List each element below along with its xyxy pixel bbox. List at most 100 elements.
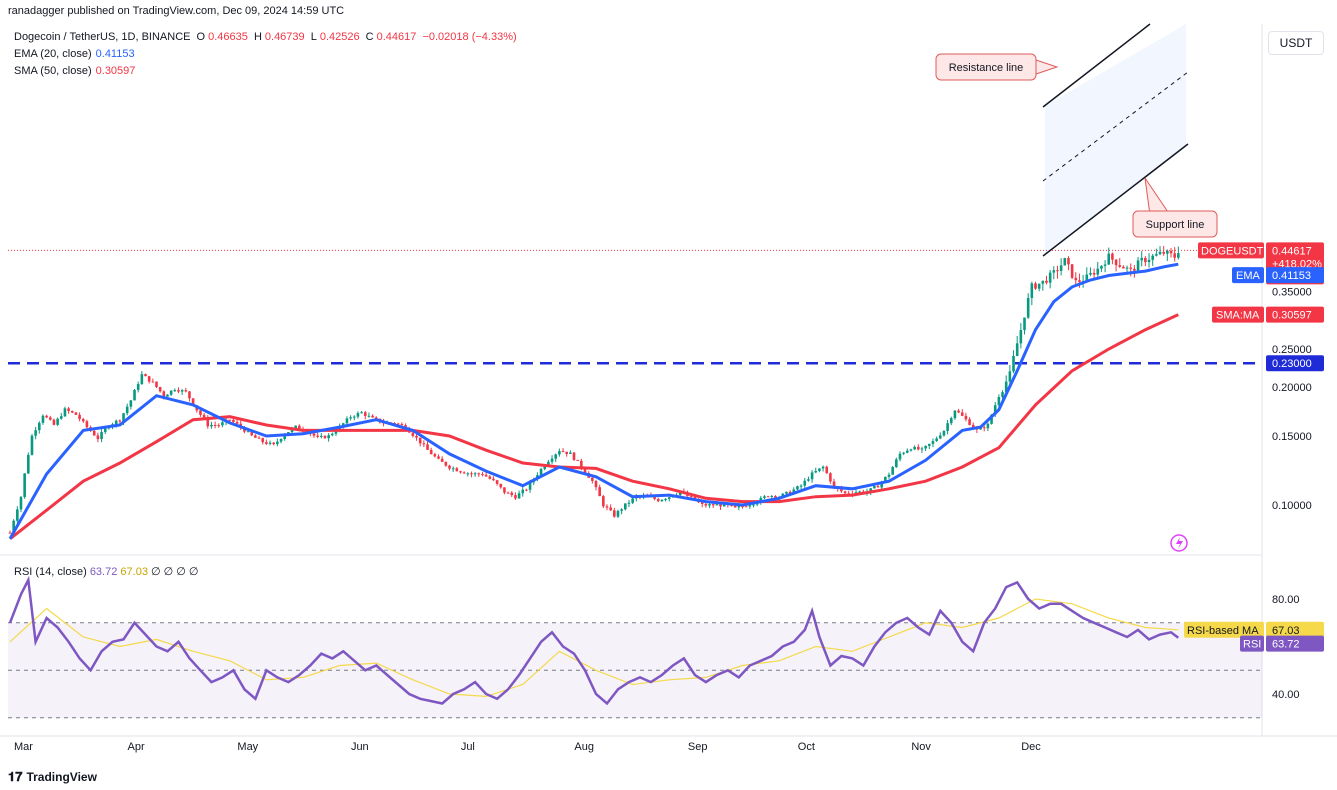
candle-body	[752, 504, 755, 506]
candle-body	[92, 430, 96, 436]
candle-body	[920, 448, 924, 450]
candle-body	[957, 410, 960, 413]
candle-body	[514, 495, 517, 499]
flash-icon	[1170, 534, 1188, 552]
candle-body	[1177, 253, 1180, 258]
candle-body	[1111, 253, 1114, 260]
candle-body	[744, 506, 748, 508]
candle-body	[440, 458, 444, 462]
candle-body	[232, 419, 235, 422]
candle-body	[118, 420, 122, 422]
candle-body	[352, 416, 356, 418]
candle-body	[63, 408, 67, 417]
rsi-name-text: RSI	[1243, 639, 1261, 651]
support-callout-text: Support line	[1146, 219, 1205, 231]
candle-body	[1089, 272, 1092, 275]
candle-body	[484, 474, 488, 477]
candle-body	[320, 435, 323, 437]
candle-body	[341, 423, 345, 427]
candle-body	[334, 431, 338, 434]
candle-body	[1103, 264, 1107, 266]
candle-body	[818, 468, 821, 471]
candle-body	[924, 445, 927, 449]
candle-body	[151, 381, 155, 383]
tradingview-footer: 𝟏𝟕 TradingView	[8, 769, 97, 785]
candle-body	[81, 419, 85, 422]
candle-body	[257, 437, 261, 439]
candle-body	[1118, 265, 1122, 267]
candle-body	[602, 496, 605, 507]
candle-body	[722, 503, 726, 507]
candles-group	[8, 246, 1180, 535]
candle-body	[561, 451, 565, 453]
ema-line	[8, 262, 1179, 540]
candle-body	[869, 488, 872, 493]
candle-body	[785, 491, 788, 494]
candle-body	[704, 503, 708, 506]
candle-body	[653, 496, 656, 499]
candle-body	[986, 423, 990, 429]
price-name-tag	[1232, 267, 1264, 284]
candle-body	[591, 477, 594, 481]
candle-body	[1133, 268, 1136, 271]
candle-body	[594, 480, 598, 488]
rsi-name-tag	[1184, 621, 1264, 638]
candle-body	[917, 446, 920, 450]
candle-body	[444, 461, 448, 466]
time-tick-label: May	[237, 741, 258, 753]
candle-body	[627, 502, 631, 504]
candle-body	[188, 391, 191, 399]
candle-body	[517, 493, 521, 499]
candle-body	[349, 417, 352, 419]
resistance-callout-box	[935, 53, 1037, 81]
candle-body	[356, 413, 360, 417]
candle-body	[825, 466, 829, 474]
candle-body	[30, 435, 34, 455]
price-axis-label-box	[1266, 355, 1324, 372]
candle-body	[495, 480, 499, 484]
candle-body	[448, 465, 451, 469]
candle-body	[19, 497, 23, 510]
candle-body	[906, 450, 909, 453]
currency-button[interactable]: USDT	[1268, 31, 1324, 55]
candle-body	[169, 390, 173, 395]
candle-body	[1041, 280, 1045, 284]
candle-body	[506, 492, 510, 494]
candle-body	[451, 468, 455, 470]
candle-body	[213, 424, 217, 426]
candle-body	[763, 496, 766, 498]
candle-body	[1074, 277, 1078, 281]
candle-body	[902, 452, 905, 454]
candle-body	[689, 496, 693, 498]
rsi-value-text: 67.03	[1272, 625, 1300, 637]
candle-body	[199, 410, 202, 415]
candle-body	[16, 509, 19, 521]
candle-body	[1155, 254, 1158, 256]
candle-body	[437, 456, 440, 459]
candle-body	[547, 461, 550, 467]
ema-legend-value: 0.41153	[95, 48, 135, 60]
candle-body	[345, 418, 349, 424]
candle-body	[521, 489, 525, 494]
rsi-legend-label: RSI (14, close)	[14, 566, 87, 578]
candle-body	[891, 467, 894, 475]
candle-body	[1144, 257, 1147, 263]
candle-body	[1169, 250, 1173, 254]
candle-body	[250, 431, 254, 436]
candle-body	[323, 435, 327, 439]
candle-body	[415, 435, 418, 438]
candle-body	[913, 446, 916, 450]
rsi-legend-value: 63.72	[89, 566, 118, 578]
candle-body	[711, 504, 715, 506]
rsi-legend-extra: ∅ ∅ ∅ ∅	[151, 566, 199, 578]
candle-body	[1001, 392, 1004, 398]
sma-legend: SMA (50, close) 0.30597	[14, 65, 135, 77]
candle-body	[246, 431, 250, 433]
candle-body	[660, 499, 664, 502]
candle-body	[23, 473, 26, 498]
candle-body	[462, 472, 466, 474]
candle-body	[832, 481, 836, 487]
candle-body	[938, 435, 942, 439]
candle-body	[477, 473, 481, 475]
candle-body	[539, 468, 543, 476]
